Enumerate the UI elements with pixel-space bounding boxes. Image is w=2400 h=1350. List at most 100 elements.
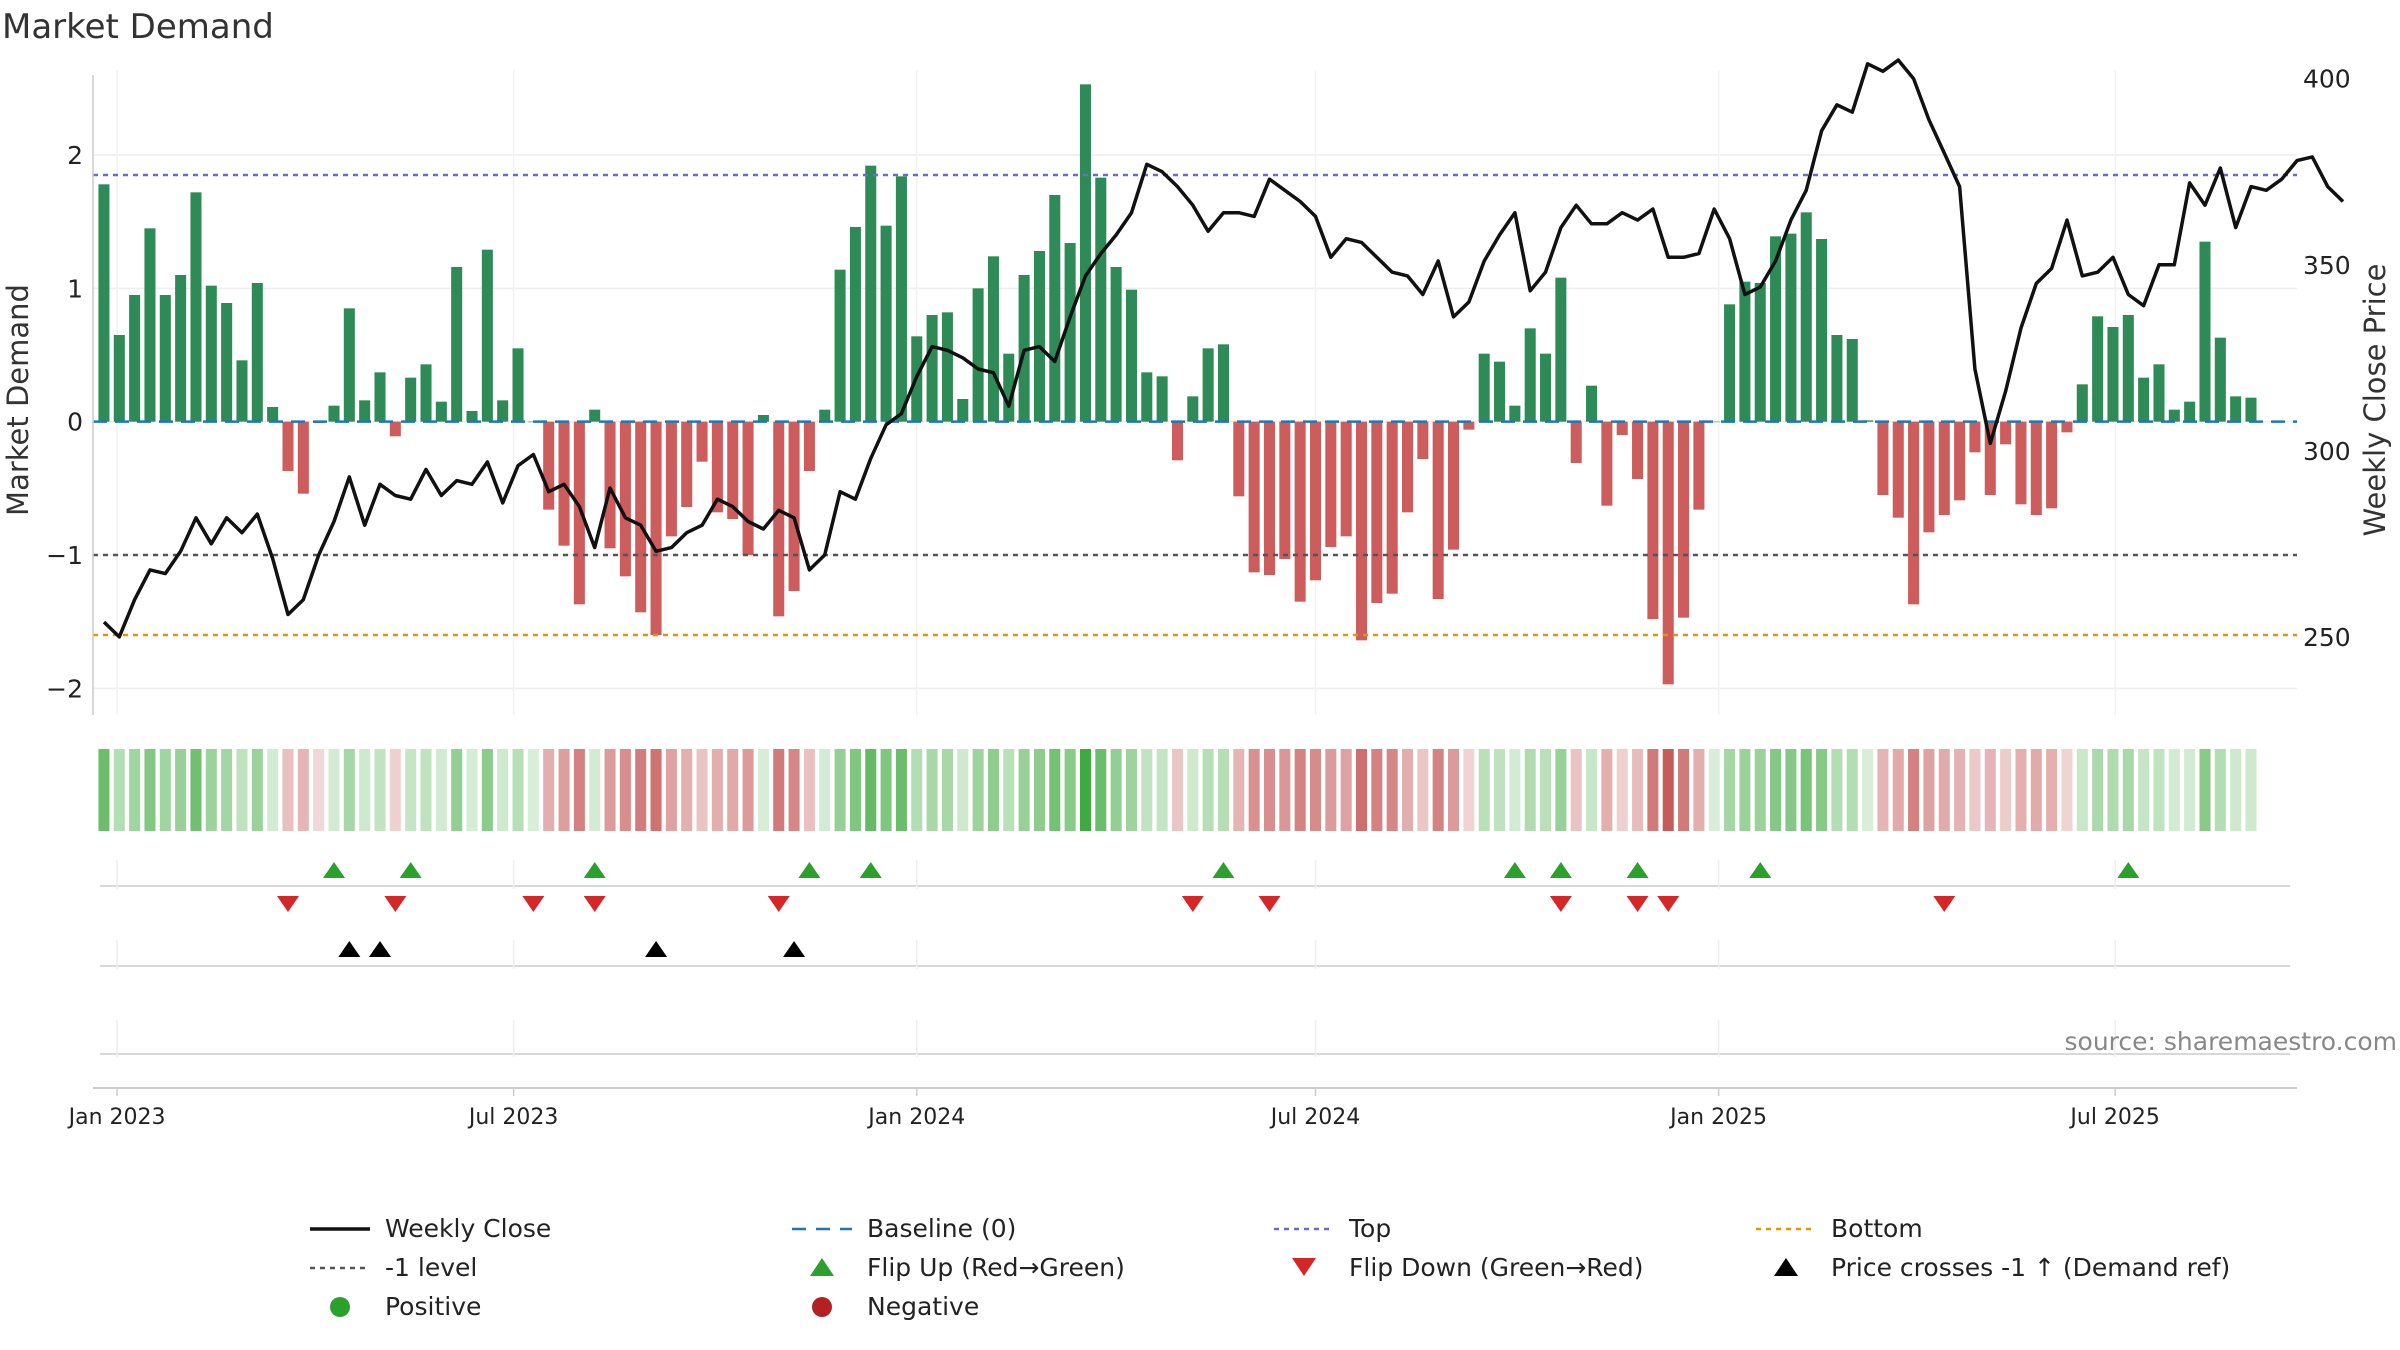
demand-bar [665,421,677,537]
heat-cell [1432,749,1444,831]
demand-bar [773,421,785,617]
heat-cell [2046,749,2058,831]
heat-cell [1447,749,1460,831]
flip-down-marker [276,896,299,912]
flip-up-marker [1212,862,1235,878]
demand-bar [619,421,631,577]
legend-item: Bottom [1756,1214,1923,1243]
heat-cell [865,749,877,831]
legend-swatch [1292,1258,1316,1276]
heat-cell [880,749,892,831]
heat-cell [98,749,110,831]
demand-bar [251,283,263,422]
heat-cell [1064,749,1076,831]
heat-cell [2000,749,2012,831]
demand-bar [1739,281,1751,422]
demand-bar [1524,328,1536,422]
demand-bar [895,176,907,422]
heat-cell [1846,749,1858,831]
heat-cell [589,749,601,831]
demand-bar [328,405,340,422]
demand-bar [1647,421,1659,619]
demand-bar [926,315,938,422]
demand-bar [573,421,585,605]
demand-bar [1110,267,1122,422]
legend-label: -1 level [385,1253,477,1282]
demand-bar [512,348,524,422]
heat-cell [1171,749,1183,831]
demand-bar [1171,421,1183,461]
price-line-layer [102,58,2345,639]
demand-bar [834,269,846,422]
heat-cell [1263,749,1276,831]
demand-bar [711,421,723,513]
demand-bar [987,256,999,422]
heat-cell [1632,749,1644,831]
demand-bar [589,409,601,422]
demand-bar [1217,344,1230,422]
demand-bar [1432,421,1444,599]
heat-cell [1601,749,1613,831]
heat-cell [2184,749,2196,831]
heat-cell [2230,749,2242,831]
demand-bar [420,364,432,422]
demand-bar [466,411,478,422]
heat-cell [1984,749,1996,831]
demand-bar [1371,421,1383,603]
heat-cell [1908,749,1920,831]
demand-bar [1662,421,1674,685]
demand-bar [1294,421,1306,602]
demand-bar [1325,421,1337,547]
heat-cell [757,749,769,831]
flip-up-marker [1503,862,1526,878]
demand-bar [221,303,233,422]
legend: Weekly Close Baseline (0) Top Bottom -1 leve… [310,1214,2230,1321]
heat-cell [619,749,631,831]
heat-cell [1417,749,1429,831]
x-tick-label: Jul 2024 [1269,1105,1361,1130]
demand-bar [2230,396,2242,422]
legend-item: Baseline (0) [792,1214,1016,1243]
demand-bar [1095,177,1107,422]
heat-cell [2030,749,2042,831]
heat-cell [957,749,969,831]
demand-bar [1233,421,1245,497]
weekly-close-line [102,58,2345,639]
source-note: source: sharemaestro.com [2065,1027,2398,1056]
demand-bar [1816,239,1828,422]
flip-up-marker [1749,862,1772,878]
legend-item: Flip Up (Red→Green) [810,1253,1125,1282]
flip-up-marker [1549,862,1572,878]
heat-cell [466,749,478,831]
heat-cell [512,749,524,831]
legend-swatch [810,1258,834,1276]
demand-bar [1984,421,1996,495]
heat-cell [1693,749,1705,831]
demand-bar [1754,283,1766,422]
heat-cell [1785,749,1797,831]
legend-item: Weekly Close [310,1214,551,1243]
heat-cell [497,749,509,831]
heat-cell [1187,749,1199,831]
flip-down-marker [767,896,790,912]
heat-cell [1800,749,1812,831]
demand-bar [2107,327,2119,422]
x-tick-label: Jan 2023 [67,1105,166,1130]
demand-bar [1156,376,1168,422]
demand-heat-strip [98,749,2257,831]
legend-swatch [1774,1258,1798,1276]
demand-bar [1509,405,1521,422]
demand-bar [696,421,708,462]
demand-bar [1969,421,1981,453]
y-tick-label: 2 [67,141,83,170]
heat-cell [236,749,248,831]
heat-cell [2153,749,2165,831]
x-tick-label: Jan 2024 [866,1105,965,1130]
demand-bar [2138,377,2150,422]
heat-cell [1831,749,1843,831]
heat-cell [849,749,861,831]
demand-bar [1908,421,1920,605]
demand-bar [1417,421,1429,459]
heat-cell [1555,749,1567,831]
price-cross-marker [369,941,392,957]
